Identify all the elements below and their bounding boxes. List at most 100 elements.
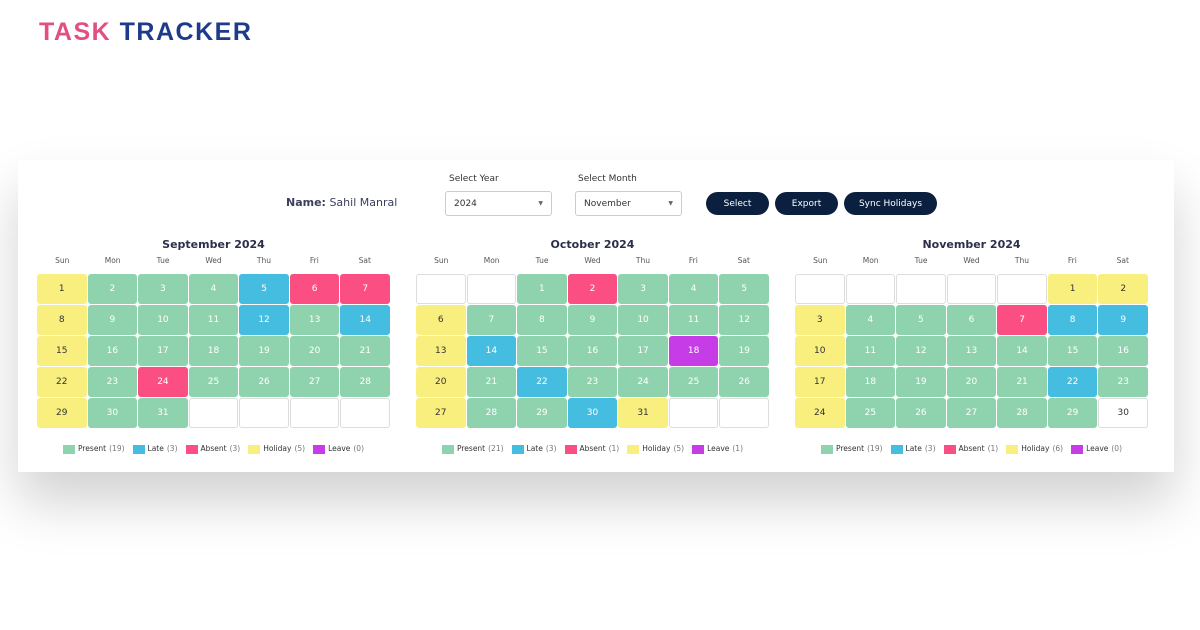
day-cell-present[interactable]: 15 xyxy=(1047,336,1098,366)
day-cell-present[interactable]: 19 xyxy=(719,336,769,366)
day-cell-absent[interactable]: 7 xyxy=(997,305,1047,335)
day-cell-present[interactable]: 26 xyxy=(719,367,769,397)
day-cell-holiday[interactable]: 10 xyxy=(795,336,845,366)
day-cell-present[interactable]: 3 xyxy=(138,274,188,304)
legend: Present (21) Late (3) Absent (1) Holiday (5) Lea… xyxy=(416,444,769,454)
day-cell-present[interactable]: 26 xyxy=(239,367,289,397)
day-cell-present[interactable]: 28 xyxy=(997,398,1047,428)
day-cell-present[interactable]: 9 xyxy=(567,305,618,335)
day-cell-present[interactable]: 14 xyxy=(997,336,1047,366)
day-cell-present[interactable]: 10 xyxy=(618,305,668,335)
day-cell-present[interactable]: 28 xyxy=(340,367,390,397)
day-cell-present[interactable]: 21 xyxy=(466,367,517,397)
empty-cell xyxy=(466,274,517,304)
day-cell-present[interactable]: 27 xyxy=(946,398,997,428)
day-cell-late[interactable]: 12 xyxy=(239,305,289,335)
day-cell-holiday[interactable]: 2 xyxy=(1098,274,1148,304)
day-cell-present[interactable]: 11 xyxy=(188,305,239,335)
day-cell-present[interactable]: 19 xyxy=(239,336,289,366)
day-cell-present[interactable]: 18 xyxy=(188,336,239,366)
year-select[interactable]: 2024 ▼ xyxy=(445,191,552,216)
day-cell-present[interactable]: 4 xyxy=(845,305,896,335)
day-cell-leave[interactable]: 18 xyxy=(668,336,719,366)
day-cell-holiday[interactable]: 8 xyxy=(37,305,87,335)
day-cell-none[interactable]: 30 xyxy=(1098,398,1148,428)
day-cell-holiday[interactable]: 15 xyxy=(37,336,87,366)
day-cell-present[interactable]: 20 xyxy=(289,336,340,366)
day-cell-present[interactable]: 30 xyxy=(87,398,138,428)
day-cell-present[interactable]: 17 xyxy=(618,336,668,366)
day-cell-late[interactable]: 22 xyxy=(1047,367,1098,397)
day-cell-present[interactable]: 13 xyxy=(946,336,997,366)
sync-holidays-button[interactable]: Sync Holidays xyxy=(844,192,937,215)
day-cell-holiday[interactable]: 1 xyxy=(37,274,87,304)
month-select[interactable]: November ▼ xyxy=(575,191,682,216)
day-cell-present[interactable]: 17 xyxy=(138,336,188,366)
day-cell-present[interactable]: 2 xyxy=(87,274,138,304)
day-cell-holiday[interactable]: 3 xyxy=(795,305,845,335)
day-cell-present[interactable]: 16 xyxy=(1098,336,1148,366)
day-cell-present[interactable]: 27 xyxy=(289,367,340,397)
day-cell-late[interactable]: 30 xyxy=(567,398,618,428)
day-cell-present[interactable]: 23 xyxy=(1098,367,1148,397)
day-cell-present[interactable]: 18 xyxy=(845,367,896,397)
day-cell-present[interactable]: 25 xyxy=(188,367,239,397)
day-cell-late[interactable]: 14 xyxy=(466,336,517,366)
day-cell-holiday[interactable]: 13 xyxy=(416,336,466,366)
day-cell-present[interactable]: 23 xyxy=(567,367,618,397)
day-cell-holiday[interactable]: 1 xyxy=(1047,274,1098,304)
day-cell-absent[interactable]: 7 xyxy=(340,274,390,304)
day-cell-present[interactable]: 6 xyxy=(946,305,997,335)
day-cell-present[interactable]: 12 xyxy=(896,336,946,366)
day-cell-present[interactable]: 21 xyxy=(340,336,390,366)
day-cell-absent[interactable]: 24 xyxy=(138,367,188,397)
day-cell-present[interactable]: 28 xyxy=(466,398,517,428)
day-cell-late[interactable]: 9 xyxy=(1098,305,1148,335)
day-cell-present[interactable]: 11 xyxy=(668,305,719,335)
select-button[interactable]: Select xyxy=(706,192,769,215)
day-cell-present[interactable]: 1 xyxy=(517,274,567,304)
day-cell-absent[interactable]: 6 xyxy=(289,274,340,304)
day-cell-late[interactable]: 22 xyxy=(517,367,567,397)
day-cell-present[interactable]: 23 xyxy=(87,367,138,397)
day-cell-present[interactable]: 20 xyxy=(946,367,997,397)
day-cell-late[interactable]: 5 xyxy=(239,274,289,304)
day-cell-present[interactable]: 10 xyxy=(138,305,188,335)
day-cell-holiday[interactable]: 31 xyxy=(618,398,668,428)
day-cell-present[interactable]: 25 xyxy=(668,367,719,397)
day-cell-present[interactable]: 4 xyxy=(668,274,719,304)
day-cell-holiday[interactable]: 27 xyxy=(416,398,466,428)
day-cell-present[interactable]: 3 xyxy=(618,274,668,304)
day-cell-present[interactable]: 29 xyxy=(517,398,567,428)
day-cell-present[interactable]: 15 xyxy=(517,336,567,366)
day-cell-holiday[interactable]: 6 xyxy=(416,305,466,335)
day-cell-holiday[interactable]: 24 xyxy=(795,398,845,428)
day-cell-present[interactable]: 16 xyxy=(567,336,618,366)
day-cell-present[interactable]: 4 xyxy=(188,274,239,304)
day-cell-holiday[interactable]: 17 xyxy=(795,367,845,397)
legend-holiday: Holiday (5) xyxy=(627,444,684,454)
day-cell-present[interactable]: 29 xyxy=(1047,398,1098,428)
day-cell-present[interactable]: 21 xyxy=(997,367,1047,397)
day-cell-present[interactable]: 24 xyxy=(618,367,668,397)
day-cell-holiday[interactable]: 20 xyxy=(416,367,466,397)
day-cell-holiday[interactable]: 29 xyxy=(37,398,87,428)
day-cell-present[interactable]: 5 xyxy=(896,305,946,335)
day-cell-present[interactable]: 11 xyxy=(845,336,896,366)
day-cell-late[interactable]: 8 xyxy=(1047,305,1098,335)
day-cell-present[interactable]: 8 xyxy=(517,305,567,335)
day-cell-present[interactable]: 13 xyxy=(289,305,340,335)
day-cell-absent[interactable]: 2 xyxy=(567,274,618,304)
day-cell-present[interactable]: 19 xyxy=(896,367,946,397)
day-cell-present[interactable]: 9 xyxy=(87,305,138,335)
day-cell-present[interactable]: 16 xyxy=(87,336,138,366)
day-cell-present[interactable]: 5 xyxy=(719,274,769,304)
day-cell-present[interactable]: 25 xyxy=(845,398,896,428)
day-cell-present[interactable]: 26 xyxy=(896,398,946,428)
day-cell-holiday[interactable]: 22 xyxy=(37,367,87,397)
day-cell-present[interactable]: 31 xyxy=(138,398,188,428)
day-cell-late[interactable]: 14 xyxy=(340,305,390,335)
day-cell-present[interactable]: 7 xyxy=(466,305,517,335)
day-cell-present[interactable]: 12 xyxy=(719,305,769,335)
export-button[interactable]: Export xyxy=(775,192,838,215)
